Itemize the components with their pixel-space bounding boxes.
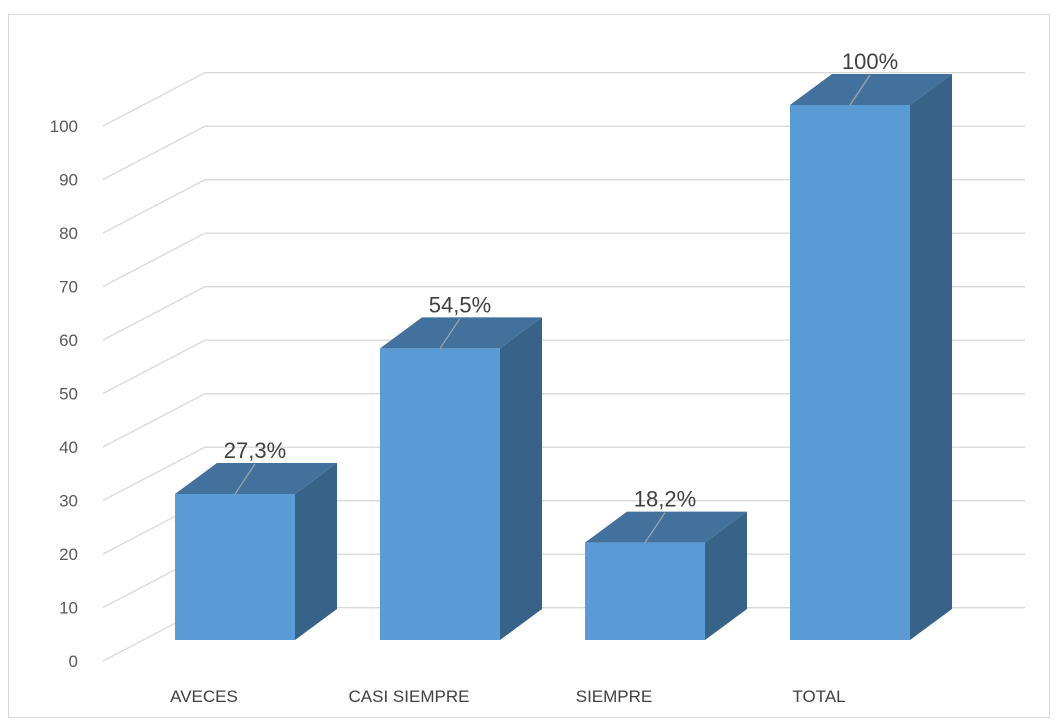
gridline — [102, 232, 1025, 288]
data-label-leader — [439, 318, 461, 349]
y-tick-label: 10 — [59, 599, 78, 618]
data-labels: 27,3% 54,5% 18,2% 100% — [224, 49, 898, 543]
gridlines — [102, 72, 1025, 662]
x-category-label: AVECES — [170, 687, 238, 706]
x-axis-categories: AVECES CASI SIEMPRE SIEMPRE TOTAL — [170, 687, 845, 706]
bar-side — [295, 462, 337, 640]
bar-top — [790, 74, 952, 105]
gridline — [102, 125, 1025, 181]
bar — [790, 74, 952, 640]
y-tick-label: 70 — [59, 278, 78, 297]
y-axis-ticks: 0 10 20 30 40 50 60 70 80 90 100 — [50, 117, 78, 671]
bar-side — [705, 511, 747, 640]
gridline — [102, 72, 1025, 127]
bar — [585, 511, 747, 640]
data-label: 27,3% — [224, 438, 286, 463]
bars — [175, 74, 952, 640]
bar-front — [380, 348, 500, 640]
y-tick-label: 100 — [50, 117, 78, 136]
y-tick-label: 60 — [59, 331, 78, 350]
data-label: 100% — [842, 49, 898, 74]
bar-front — [585, 542, 705, 640]
y-tick-label: 50 — [59, 385, 78, 404]
y-tick-label: 0 — [69, 652, 78, 671]
y-tick-label: 40 — [59, 438, 78, 457]
gridline — [102, 339, 1025, 395]
gridline — [102, 393, 1025, 448]
bar — [380, 317, 542, 640]
data-label-leader — [849, 74, 871, 106]
bar-top — [585, 511, 747, 543]
bar-front — [175, 493, 295, 640]
data-label-leader — [644, 512, 666, 543]
data-label: 54,5% — [429, 292, 491, 317]
y-tick-label: 90 — [59, 171, 78, 190]
bar — [175, 462, 337, 640]
x-category-label: CASI SIEMPRE — [349, 687, 470, 706]
x-category-label: SIEMPRE — [576, 687, 653, 706]
bar-top — [175, 462, 337, 494]
gridline — [102, 179, 1025, 234]
data-label-leader — [234, 463, 256, 495]
bar-side — [500, 317, 542, 640]
gridline — [102, 286, 1025, 341]
x-category-label: TOTAL — [792, 687, 845, 706]
y-tick-label: 80 — [59, 224, 78, 243]
bar-front — [790, 105, 910, 640]
chart-frame — [8, 14, 1050, 718]
y-tick-label: 30 — [59, 492, 78, 511]
bar-top — [380, 317, 542, 349]
bar-side — [910, 74, 952, 640]
y-tick-label: 20 — [59, 545, 78, 564]
data-label: 18,2% — [634, 487, 696, 512]
gridline — [102, 446, 1025, 502]
